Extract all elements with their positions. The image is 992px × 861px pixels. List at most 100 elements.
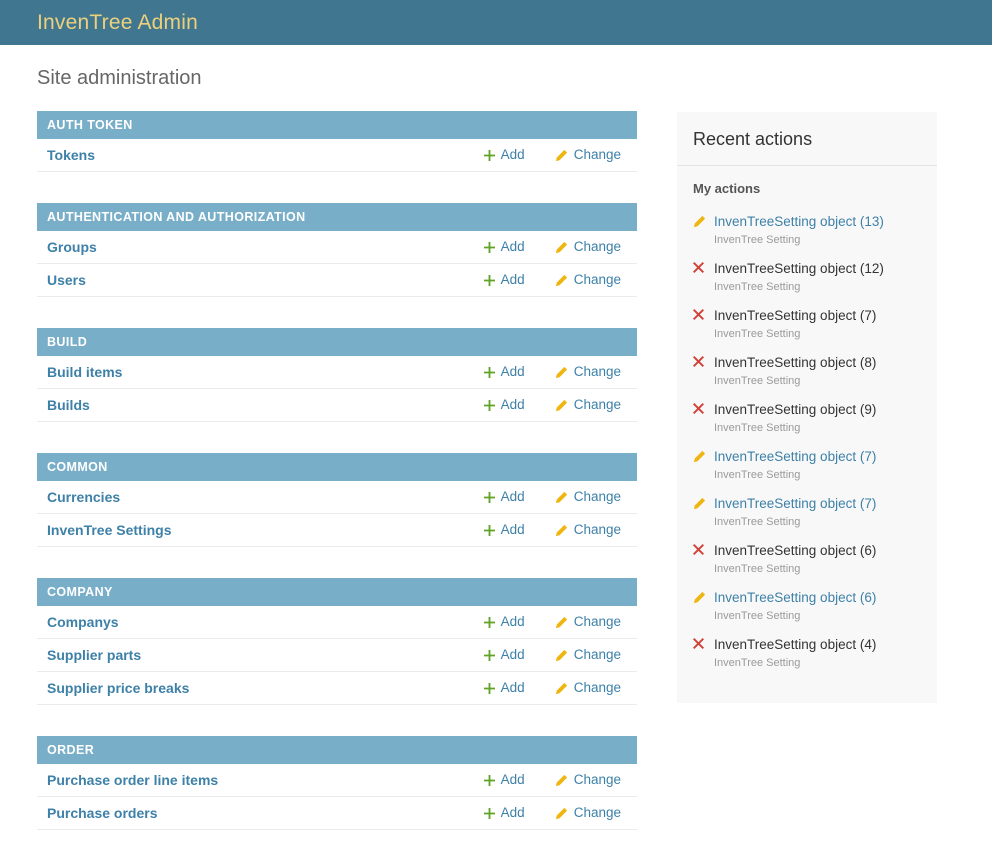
change-groups-link[interactable]: Change	[555, 239, 621, 255]
my-actions-heading: My actions	[693, 181, 761, 196]
row-actions: Add Change	[484, 680, 627, 696]
add-tokens-link[interactable]: Add	[484, 147, 525, 163]
model-link-currencies[interactable]: Currencies	[47, 489, 121, 505]
brand-title-link[interactable]: InvenTree Admin	[37, 10, 198, 34]
model-link-builds[interactable]: Builds	[47, 397, 90, 413]
cross-icon	[693, 638, 704, 649]
row-actions: Add Change	[484, 522, 627, 538]
change-label: Change	[573, 147, 621, 162]
change-label: Change	[573, 522, 621, 537]
recent-action-link[interactable]: InvenTreeSetting object (6)	[714, 590, 877, 605]
change-users-link[interactable]: Change	[555, 272, 621, 288]
add-label: Add	[500, 772, 525, 787]
add-builds-link[interactable]: Add	[484, 397, 525, 413]
pencil-icon	[555, 682, 568, 695]
change-supplier-price-breaks-link[interactable]: Change	[555, 680, 621, 696]
recent-action-link[interactable]: InvenTreeSetting object (13)	[714, 214, 884, 229]
add-companys-link[interactable]: Add	[484, 614, 525, 630]
add-currencies-link[interactable]: Add	[484, 489, 525, 505]
module-caption: COMPANY	[37, 578, 637, 606]
model-row: Tokens Add Change	[37, 139, 637, 172]
change-currencies-link[interactable]: Change	[555, 489, 621, 505]
add-supplier-price-breaks-link[interactable]: Add	[484, 680, 525, 696]
model-link-build-items[interactable]: Build items	[47, 364, 123, 380]
recent-action-model: InvenTree Setting	[714, 422, 801, 434]
content-area: Site administration AUTH TOKEN Tokens Ad…	[0, 66, 992, 861]
recent-actions-title: Recent actions	[677, 112, 937, 166]
add-groups-link[interactable]: Add	[484, 239, 525, 255]
recent-actions-body: My actions InvenTreeSetting object (13) …	[677, 166, 937, 703]
model-row: Currencies Add Change	[37, 481, 637, 514]
add-inventree-settings-link[interactable]: Add	[484, 522, 525, 538]
app-module-common: COMMON Currencies Add Change InvenTree S…	[37, 453, 637, 547]
model-row: Companys Add Change	[37, 606, 637, 639]
app-header: InvenTree Admin	[0, 0, 992, 45]
row-actions: Add Change	[484, 147, 627, 163]
model-link-tokens[interactable]: Tokens	[47, 147, 95, 163]
model-link-supplier-price-breaks[interactable]: Supplier price breaks	[47, 680, 190, 696]
cross-icon	[693, 262, 704, 273]
recent-action-item: InvenTreeSetting object (6) InvenTree Se…	[693, 542, 921, 576]
model-link-purchase-orders[interactable]: Purchase orders	[47, 805, 158, 821]
change-inventree-settings-link[interactable]: Change	[555, 522, 621, 538]
change-label: Change	[573, 680, 621, 695]
model-row: Purchase orders Add Change	[37, 797, 637, 830]
model-link-companys[interactable]: Companys	[47, 614, 119, 630]
pencil-icon	[555, 616, 568, 629]
model-link-inventree-settings[interactable]: InvenTree Settings	[47, 522, 172, 538]
add-label: Add	[500, 647, 525, 662]
change-builds-link[interactable]: Change	[555, 397, 621, 413]
plus-icon	[484, 242, 495, 253]
change-companys-link[interactable]: Change	[555, 614, 621, 630]
recent-action-item: InvenTreeSetting object (8) InvenTree Se…	[693, 354, 921, 388]
change-build-items-link[interactable]: Change	[555, 364, 621, 380]
recent-action-item: InvenTreeSetting object (4) InvenTree Se…	[693, 636, 921, 670]
row-actions: Add Change	[484, 397, 627, 413]
recent-action-item: InvenTreeSetting object (13) InvenTree S…	[693, 213, 921, 247]
add-label: Add	[500, 147, 525, 162]
pencil-icon	[555, 649, 568, 662]
row-actions: Add Change	[484, 805, 627, 821]
row-actions: Add Change	[484, 614, 627, 630]
app-module-company: COMPANY Companys Add Change Supplier par…	[37, 578, 637, 705]
add-supplier-parts-link[interactable]: Add	[484, 647, 525, 663]
pencil-icon	[555, 399, 568, 412]
add-purchase-orders-link[interactable]: Add	[484, 805, 525, 821]
add-label: Add	[500, 680, 525, 695]
pencil-icon	[555, 807, 568, 820]
add-build-items-link[interactable]: Add	[484, 364, 525, 380]
change-tokens-link[interactable]: Change	[555, 147, 621, 163]
pencil-icon	[555, 524, 568, 537]
module-caption: BUILD	[37, 328, 637, 356]
add-label: Add	[500, 489, 525, 504]
add-purchase-order-line-items-link[interactable]: Add	[484, 772, 525, 788]
model-link-users[interactable]: Users	[47, 272, 86, 288]
recent-action-link[interactable]: InvenTreeSetting object (7)	[714, 496, 877, 511]
recent-action-link[interactable]: InvenTreeSetting object (7)	[714, 449, 877, 464]
change-purchase-orders-link[interactable]: Change	[555, 805, 621, 821]
plus-icon	[484, 808, 495, 819]
recent-action-item: InvenTreeSetting object (7) InvenTree Se…	[693, 495, 921, 529]
recent-action-model: InvenTree Setting	[714, 469, 801, 481]
recent-action-text: InvenTreeSetting object (12)	[714, 261, 884, 276]
recent-action-model: InvenTree Setting	[714, 328, 801, 340]
model-link-supplier-parts[interactable]: Supplier parts	[47, 647, 142, 663]
add-users-link[interactable]: Add	[484, 272, 525, 288]
change-purchase-order-line-items-link[interactable]: Change	[555, 772, 621, 788]
pencil-icon	[693, 450, 706, 463]
change-label: Change	[573, 397, 621, 412]
recent-action-text: InvenTreeSetting object (8)	[714, 355, 877, 370]
recent-action-model: InvenTree Setting	[714, 375, 801, 387]
add-label: Add	[500, 614, 525, 629]
model-link-purchase-order-line-items[interactable]: Purchase order line items	[47, 772, 219, 788]
recent-action-item: InvenTreeSetting object (7) InvenTree Se…	[693, 448, 921, 482]
recent-actions-panel: Recent actions My actions InvenTreeSetti…	[677, 112, 937, 703]
recent-action-item: InvenTreeSetting object (6) InvenTree Se…	[693, 589, 921, 623]
recent-action-model: InvenTree Setting	[714, 516, 801, 528]
model-link-groups[interactable]: Groups	[47, 239, 97, 255]
plus-icon	[484, 525, 495, 536]
row-actions: Add Change	[484, 239, 627, 255]
pencil-icon	[555, 491, 568, 504]
pencil-icon	[555, 774, 568, 787]
change-supplier-parts-link[interactable]: Change	[555, 647, 621, 663]
